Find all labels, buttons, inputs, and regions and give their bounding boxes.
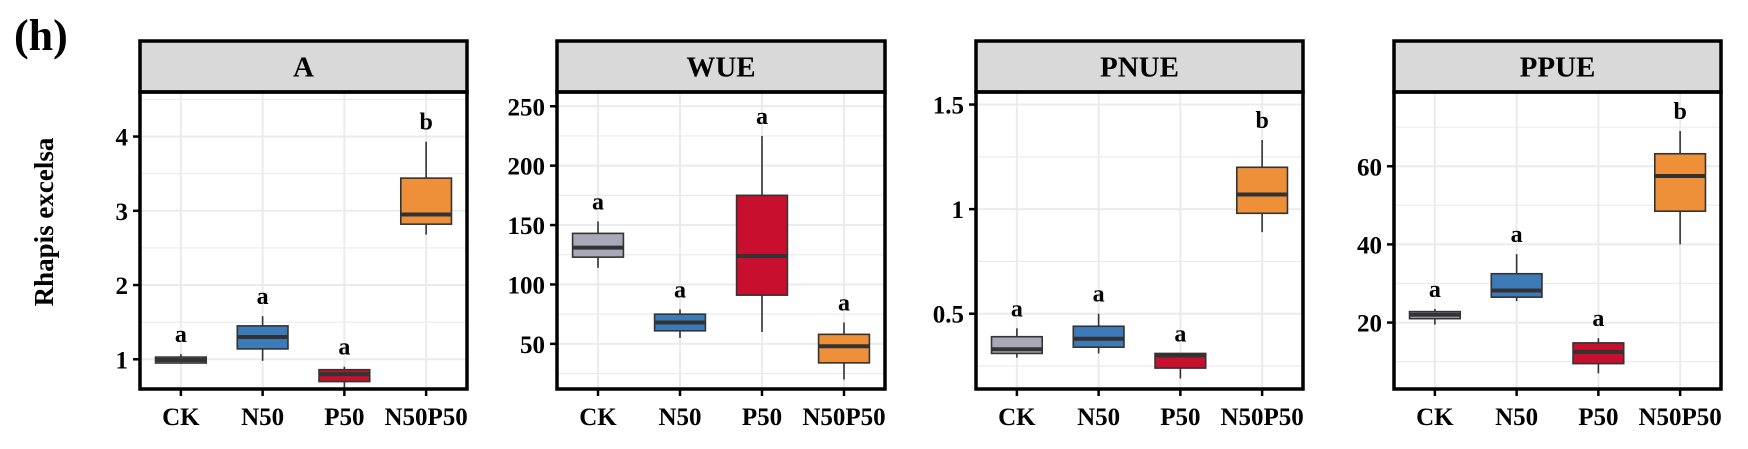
significance-letter: a (674, 277, 686, 303)
significance-letter: a (1511, 222, 1523, 248)
x-tick-label: N50 (1077, 404, 1120, 431)
box-iqr (817, 333, 871, 364)
significance-letter: a (1093, 282, 1105, 308)
significance-letter: a (1174, 321, 1186, 347)
x-tick-label: CK (162, 404, 200, 431)
significance-letter: b (1255, 108, 1268, 134)
x-tick-label: N50 (241, 404, 284, 431)
strip-title: WUE (686, 52, 755, 84)
significance-letter: a (175, 322, 187, 348)
box-n50: a (1490, 222, 1543, 302)
y-tick-label: 250 (508, 94, 546, 121)
significance-letter: a (1011, 296, 1023, 322)
y-tick-label: 1 (116, 347, 129, 374)
significance-letter: b (419, 110, 432, 136)
box-ck: a (154, 322, 208, 364)
x-tick-label: N50 (1495, 404, 1538, 431)
strip-title: PPUE (1520, 52, 1596, 84)
box-n50: a (653, 277, 707, 338)
strip-header (974, 39, 1305, 94)
y-tick-label: 200 (508, 154, 546, 181)
figure-panel-tag: (h) (14, 11, 68, 60)
x-tick-label: P50 (324, 404, 364, 431)
box-n50: a (236, 284, 289, 361)
significance-letter: a (592, 189, 604, 215)
box-iqr (1072, 325, 1125, 348)
significance-letter: a (1429, 277, 1441, 303)
box-iqr (571, 232, 625, 258)
box-p50: a (318, 335, 371, 391)
box-p50: a (1572, 306, 1625, 374)
x-tick-label: N50P50 (1220, 404, 1303, 431)
strip-header (1392, 39, 1723, 94)
box-iqr (1653, 152, 1707, 212)
plot-border (555, 90, 887, 391)
box-ck: a (990, 296, 1044, 358)
significance-letter: a (257, 284, 269, 310)
x-tick-label: P50 (1578, 404, 1618, 431)
significance-letter: b (1673, 99, 1686, 125)
x-tick-label: CK (998, 404, 1036, 431)
x-tick-label: CK (1416, 404, 1454, 431)
x-tick-label: N50P50 (1638, 404, 1721, 431)
significance-letter: a (338, 335, 350, 361)
significance-letter: a (838, 290, 850, 316)
plot-border (138, 90, 469, 391)
x-tick-label: P50 (742, 404, 782, 431)
box-n50p50: b (399, 110, 453, 235)
box-n50p50: b (1235, 108, 1289, 233)
y-tick-label: 100 (508, 272, 546, 299)
box-p50: a (735, 104, 789, 332)
y-tick-label: 2 (116, 273, 129, 300)
x-tick-label: P50 (1160, 404, 1200, 431)
x-tick-label: CK (579, 404, 617, 431)
box-ck: a (1408, 277, 1462, 325)
y-tick-label: 1.5 (933, 93, 964, 120)
y-tick-label: 20 (1357, 311, 1382, 338)
y-tick-label: 3 (116, 199, 129, 226)
box-iqr (735, 194, 789, 296)
strip-title: A (293, 52, 314, 84)
box-ck: a (571, 189, 625, 268)
y-tick-label: 40 (1357, 232, 1382, 259)
y-tick-label: 4 (116, 125, 129, 152)
strip-header (138, 39, 469, 94)
box-iqr (399, 177, 453, 225)
x-tick-label: N50 (658, 404, 701, 431)
strip-title: PNUE (1100, 52, 1179, 84)
y-tick-label: 50 (520, 332, 545, 359)
y-tick-label: 0.5 (933, 302, 964, 329)
plot-border (1392, 90, 1723, 391)
strip-header (555, 39, 887, 94)
significance-letter: a (1592, 306, 1604, 332)
box-n50p50: a (817, 290, 871, 380)
x-tick-label: N50P50 (802, 404, 885, 431)
box-iqr (1235, 166, 1289, 215)
box-p50: a (1154, 321, 1207, 379)
x-tick-label: N50P50 (384, 404, 467, 431)
box-iqr (1490, 272, 1543, 298)
plot-border (974, 90, 1305, 391)
box-n50p50: b (1653, 99, 1707, 245)
y-tick-label: 60 (1357, 154, 1382, 181)
box-n50: a (1072, 282, 1125, 354)
y-tick-label: 150 (508, 213, 546, 240)
y-tick-label: 1 (952, 197, 965, 224)
significance-letter: a (756, 104, 768, 130)
